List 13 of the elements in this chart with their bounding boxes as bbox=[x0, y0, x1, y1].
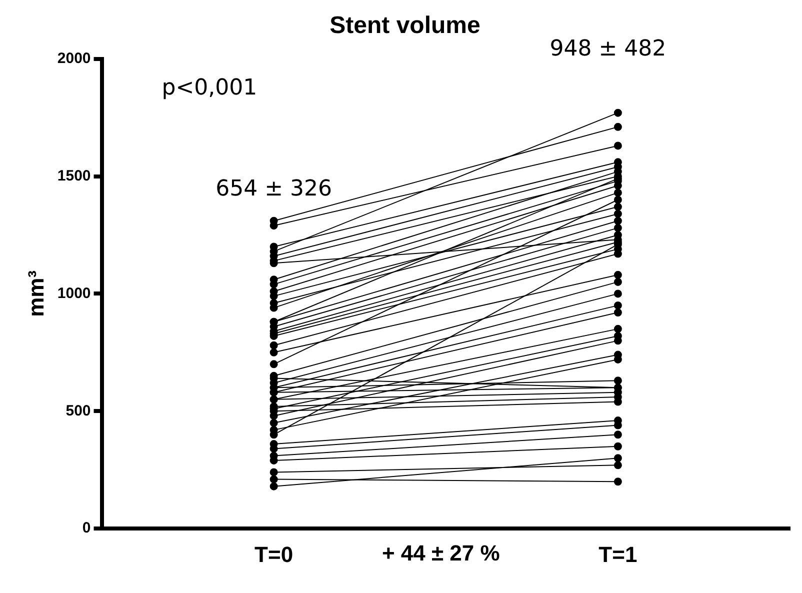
y-tick-label: 500 bbox=[66, 402, 91, 420]
chart-title: Stent volume bbox=[330, 12, 480, 40]
y-tick-label: 0 bbox=[82, 520, 91, 537]
x-tick-label: T=1 bbox=[598, 542, 638, 567]
y-axis-title: mm³ bbox=[23, 270, 48, 317]
text: + 44 ± 27 % bbox=[382, 540, 500, 566]
y-tick-label: 1500 bbox=[57, 167, 91, 184]
y-tick-label: 1000 bbox=[57, 284, 91, 302]
annotation: p<0,001 bbox=[162, 76, 258, 101]
annotation: 948 ± 482 bbox=[550, 36, 666, 62]
x-tick-label: T=0 bbox=[254, 542, 294, 567]
y-tick-label: 2000 bbox=[57, 50, 91, 67]
annotation: 654 ± 326 bbox=[216, 176, 332, 202]
